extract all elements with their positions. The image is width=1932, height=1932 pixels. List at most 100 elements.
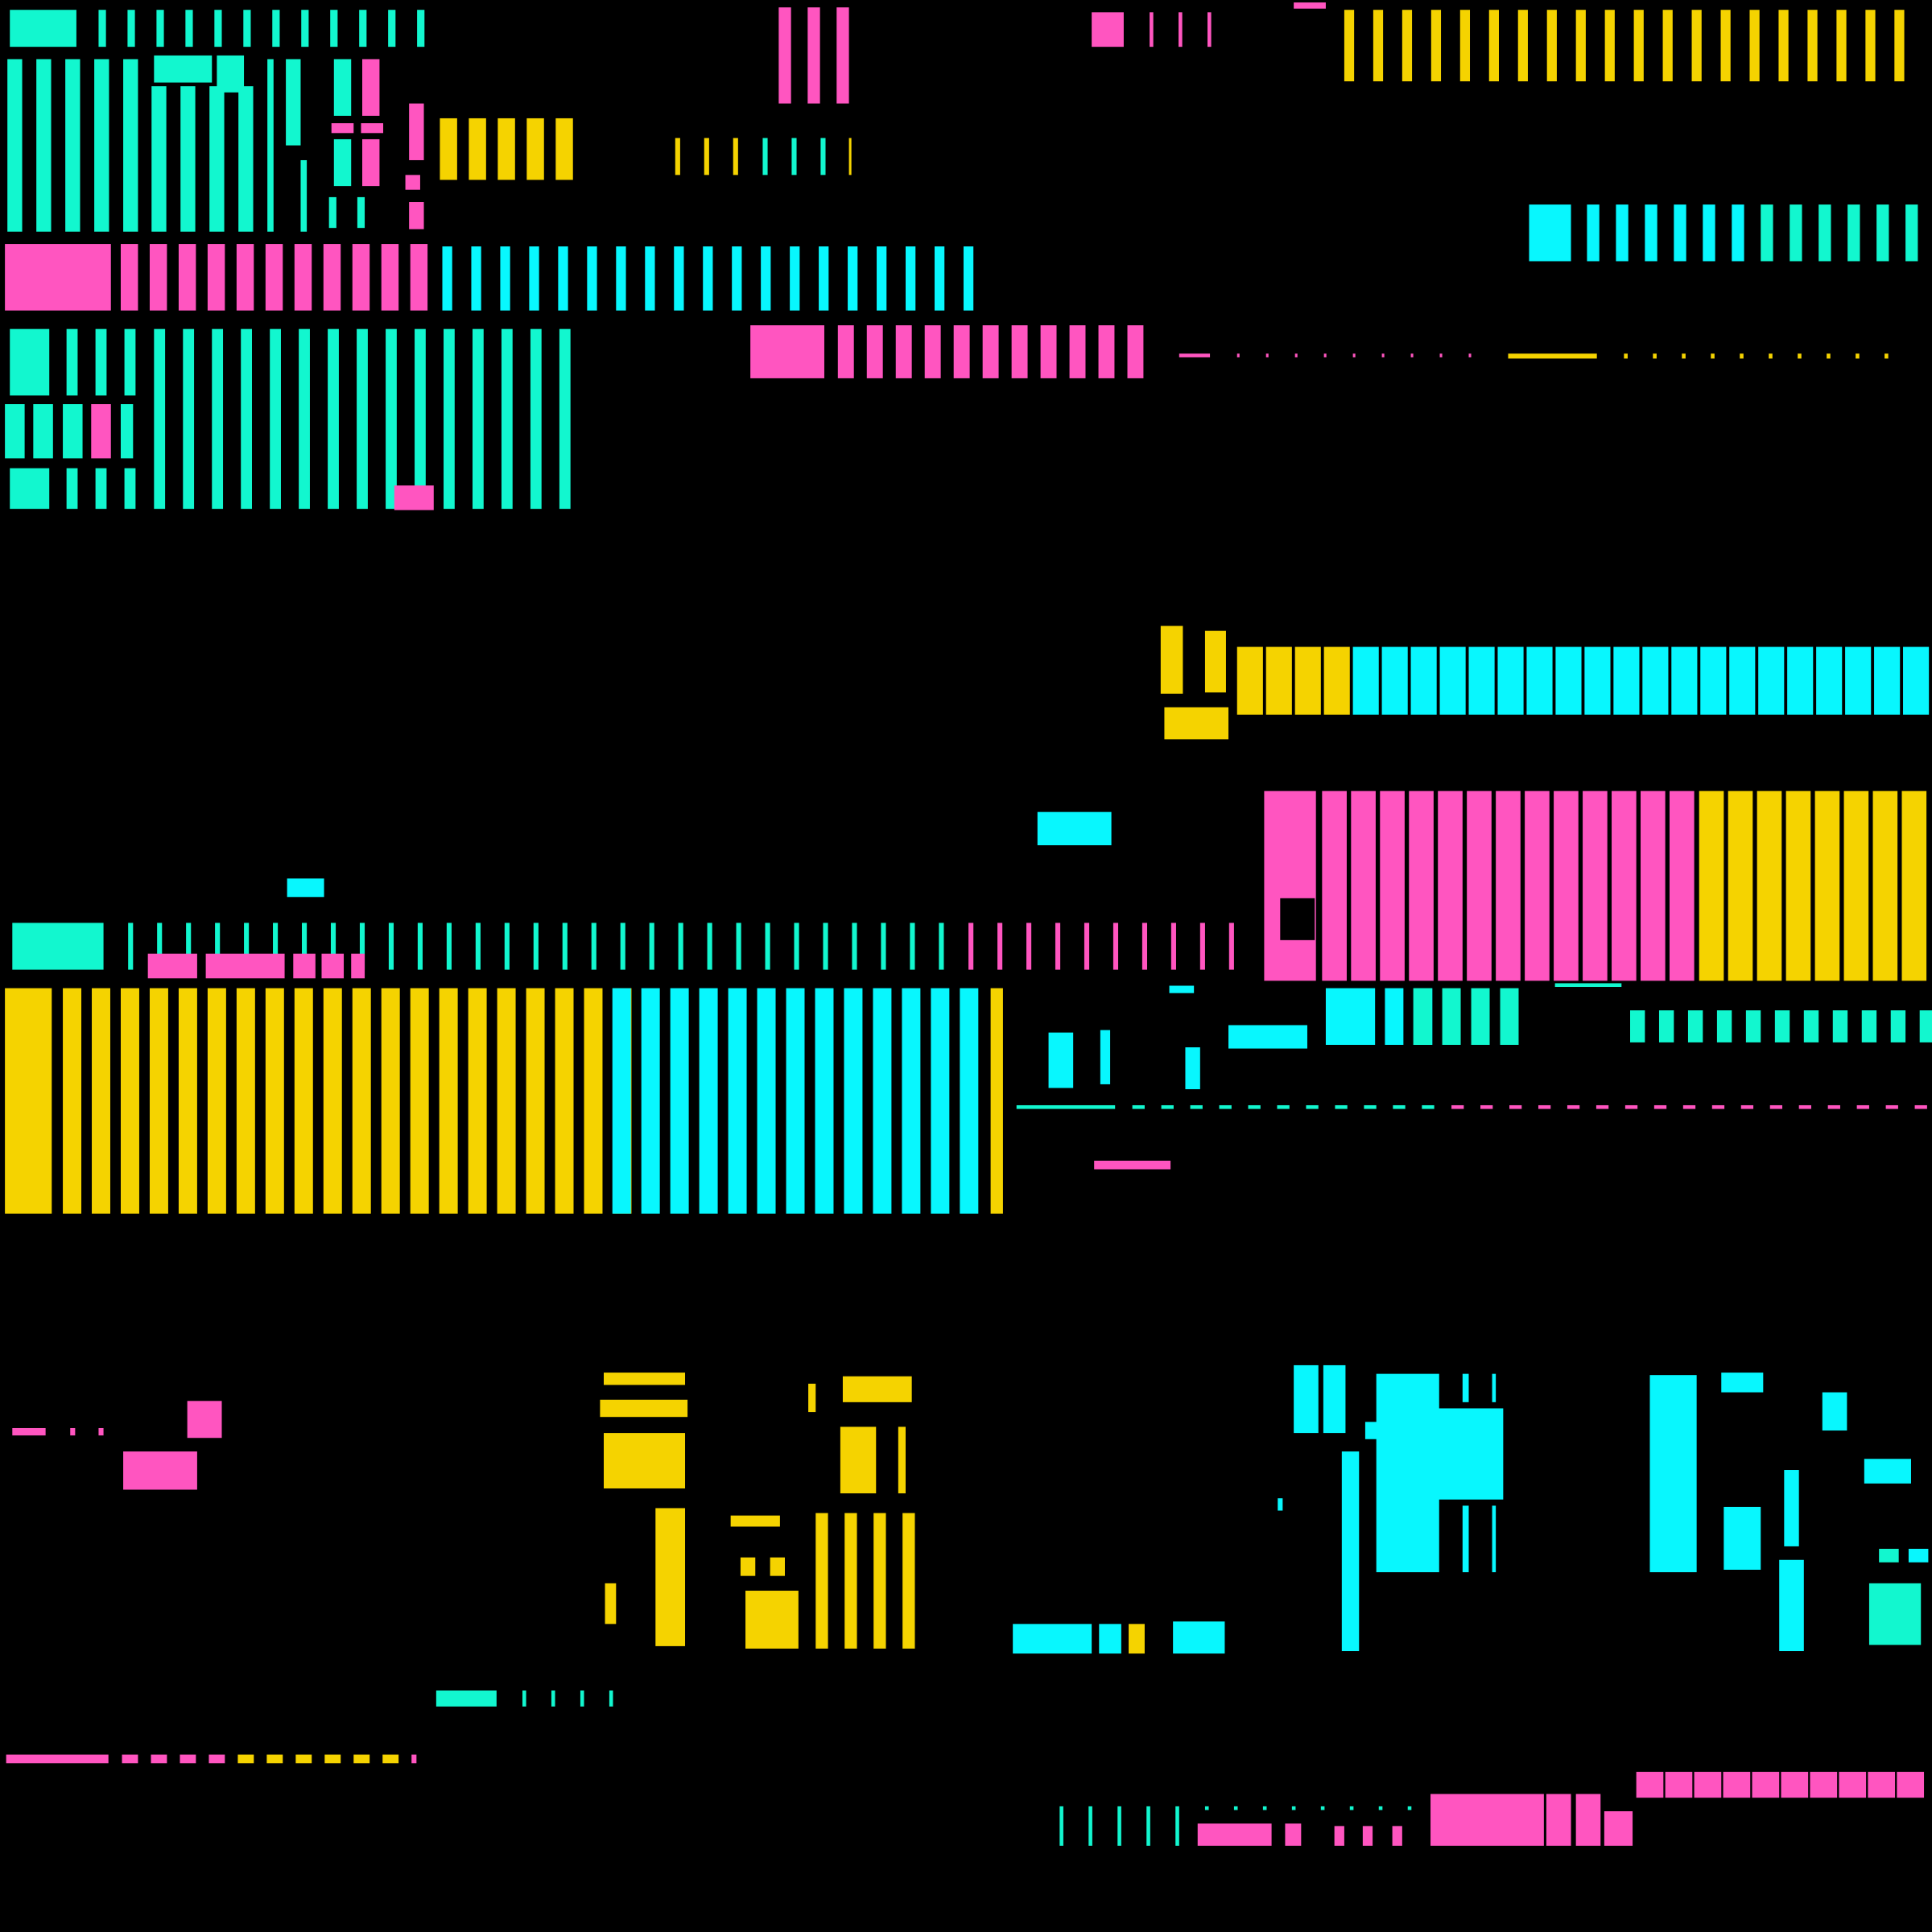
color-block [533, 923, 539, 970]
color-block [1897, 1772, 1925, 1798]
color-block [1699, 791, 1724, 981]
color-block [1364, 1104, 1377, 1109]
color-block [121, 404, 134, 459]
color-block [1575, 1794, 1601, 1846]
color-block [266, 1754, 283, 1764]
color-block [1084, 923, 1090, 970]
color-block [1040, 325, 1057, 378]
color-block [1865, 10, 1876, 82]
color-block [750, 325, 824, 378]
color-block [823, 923, 828, 970]
color-block [968, 923, 974, 970]
color-block [293, 953, 316, 979]
color-block [1778, 10, 1789, 82]
color-block [151, 86, 167, 232]
color-block [128, 923, 134, 970]
color-block [1199, 923, 1205, 970]
color-block [902, 1513, 915, 1649]
color-block [1700, 646, 1727, 715]
color-block [244, 923, 250, 970]
color-block [302, 923, 308, 970]
color-block [529, 246, 539, 311]
color-block [237, 1754, 254, 1764]
color-block [1164, 707, 1229, 740]
color-block [1671, 646, 1698, 715]
color-block [609, 1690, 613, 1707]
color-block [1903, 646, 1930, 715]
color-block [770, 1557, 785, 1576]
color-block [1636, 1772, 1664, 1798]
color-block [123, 59, 138, 232]
color-block [1740, 1104, 1754, 1109]
color-block [500, 246, 510, 311]
color-block [381, 244, 399, 311]
color-block [1150, 12, 1154, 47]
color-block [1204, 1806, 1209, 1810]
color-block [1385, 988, 1404, 1045]
color-block [497, 118, 515, 180]
color-block [1277, 1104, 1290, 1109]
color-block [1749, 10, 1760, 82]
color-block [1381, 353, 1385, 357]
color-block [1430, 10, 1442, 82]
color-block [417, 923, 423, 970]
color-block [931, 988, 950, 1214]
color-block [1462, 1373, 1469, 1402]
color-block [265, 244, 283, 311]
color-block [526, 118, 544, 180]
color-block [1584, 646, 1611, 715]
color-block [353, 1754, 370, 1764]
color-block [330, 923, 336, 970]
color-block [1624, 1104, 1638, 1109]
color-block [1613, 646, 1640, 715]
color-block [794, 923, 799, 970]
color-block [1480, 1104, 1493, 1109]
color-block [1016, 1104, 1116, 1109]
color-block [1129, 1624, 1145, 1654]
color-block [1827, 1104, 1840, 1109]
color-block [1894, 10, 1905, 82]
color-block [1687, 1010, 1703, 1042]
color-block [815, 1513, 828, 1649]
color-block [321, 953, 345, 979]
color-block [386, 328, 397, 510]
color-block [1703, 204, 1715, 262]
color-block [1265, 353, 1269, 357]
color-block [301, 10, 309, 47]
color-block [1769, 353, 1773, 359]
color-block [330, 10, 338, 47]
color-block [415, 328, 426, 510]
color-block [765, 923, 770, 970]
color-block [241, 328, 253, 510]
color-block [649, 923, 654, 970]
color-block [286, 59, 301, 146]
color-block [351, 953, 365, 979]
color-block [1467, 791, 1492, 981]
color-block [1092, 12, 1124, 47]
color-block [1438, 791, 1463, 981]
color-block [877, 246, 887, 311]
color-block [472, 328, 484, 510]
color-block [7, 59, 23, 232]
color-block [5, 988, 52, 1214]
color-block [1616, 204, 1629, 262]
color-block [778, 7, 791, 104]
color-block [1362, 1826, 1373, 1846]
color-block [333, 138, 352, 187]
color-block [844, 1513, 857, 1649]
color-block [1439, 646, 1466, 715]
color-block [1048, 1032, 1074, 1088]
color-block [294, 988, 313, 1214]
color-block [186, 923, 192, 970]
color-block [924, 325, 941, 378]
color-block [1468, 353, 1472, 357]
color-block [127, 10, 135, 47]
color-block [187, 1401, 222, 1439]
color-block [1248, 1104, 1261, 1109]
color-block [1228, 923, 1234, 970]
color-block [526, 988, 545, 1214]
color-block [732, 246, 742, 311]
color-block [1175, 1806, 1179, 1846]
color-block [990, 988, 1003, 1214]
color-block [1351, 791, 1376, 981]
